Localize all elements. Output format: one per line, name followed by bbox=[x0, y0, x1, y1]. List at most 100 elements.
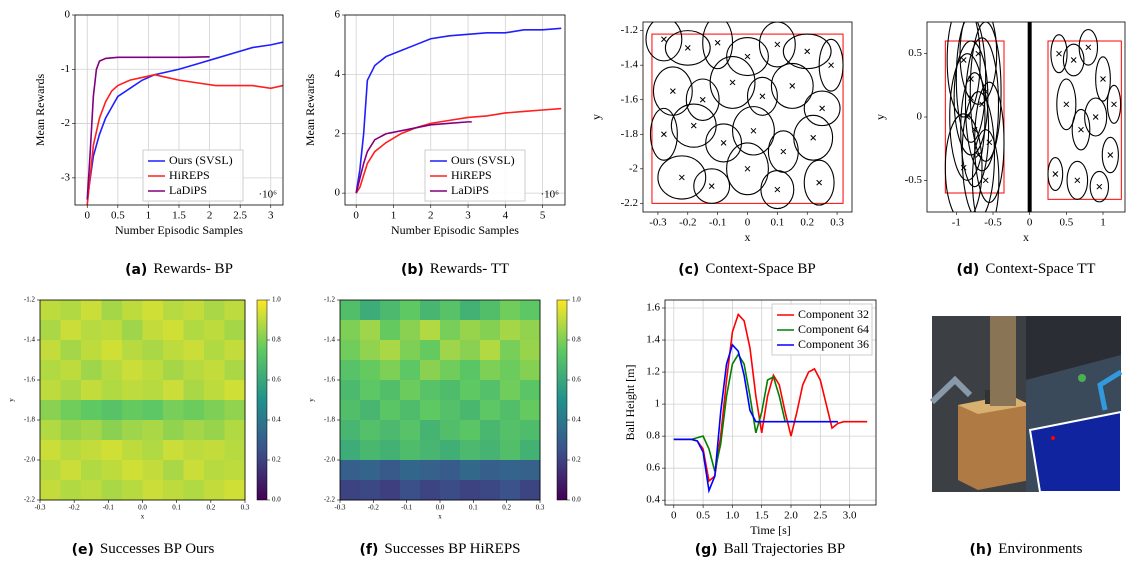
colorbar-tick-label: 1.0 bbox=[572, 296, 581, 304]
heat-cell bbox=[480, 340, 501, 361]
heat-cell bbox=[183, 400, 205, 421]
legend-label: HiREPS bbox=[451, 168, 492, 182]
heat-cell bbox=[40, 300, 61, 321]
ellipse bbox=[793, 114, 834, 161]
heat-cell bbox=[101, 380, 123, 401]
heat-cell bbox=[101, 440, 123, 461]
ellipse bbox=[664, 30, 711, 66]
x-tick-label: -0.1 bbox=[401, 504, 413, 512]
heat-cell bbox=[340, 460, 361, 481]
heat-cell bbox=[60, 460, 82, 481]
heat-cell bbox=[380, 340, 401, 361]
heat-cell bbox=[224, 360, 246, 381]
caption-label: (g) bbox=[695, 542, 718, 558]
y-axis-label: y bbox=[8, 398, 16, 402]
heat-cell bbox=[204, 380, 225, 401]
heat-cell bbox=[60, 320, 82, 341]
point-marker bbox=[1085, 44, 1092, 51]
point-marker bbox=[1078, 126, 1084, 133]
y-tick-label: -1.8 bbox=[621, 128, 639, 140]
heat-cell bbox=[420, 360, 441, 381]
point-marker bbox=[744, 165, 751, 172]
heat-cell bbox=[440, 380, 461, 401]
y-tick-label: -2.2 bbox=[324, 496, 336, 504]
x-tick-label: 0 bbox=[671, 510, 677, 522]
heat-cell bbox=[224, 320, 246, 341]
point-marker bbox=[975, 152, 982, 158]
y-tick-label: -2.2 bbox=[621, 197, 638, 209]
heat-cell bbox=[204, 440, 225, 461]
x-tick-label: 1.5 bbox=[172, 210, 186, 222]
heat-cell bbox=[480, 300, 501, 321]
heat-cell bbox=[440, 360, 461, 381]
heat-cell bbox=[340, 340, 361, 361]
y-tick-label: 0 bbox=[917, 111, 923, 123]
point-marker bbox=[810, 134, 817, 141]
ball bbox=[1051, 436, 1055, 440]
y-tick-label: 0.8 bbox=[646, 430, 660, 442]
series-line bbox=[86, 73, 283, 205]
heat-cell bbox=[163, 400, 184, 421]
caption: (e) Successes BP Ours bbox=[72, 541, 215, 558]
heat-cell bbox=[420, 320, 441, 341]
heat-cell bbox=[360, 400, 381, 421]
colorbar-tick-label: 0.0 bbox=[272, 496, 281, 504]
y-tick-label: -1.2 bbox=[324, 296, 336, 304]
x-tick-label: 1 bbox=[1100, 217, 1106, 229]
plot-frame bbox=[339, 299, 541, 501]
heat-cell bbox=[520, 300, 541, 321]
heat-cell bbox=[400, 480, 421, 501]
point-marker bbox=[1074, 177, 1081, 184]
heat-cell bbox=[420, 460, 441, 481]
heat-cell bbox=[520, 360, 541, 381]
heat-cell bbox=[183, 380, 205, 401]
caption-label: (c) bbox=[678, 262, 699, 278]
heat-cell bbox=[101, 300, 123, 321]
heat-cell bbox=[224, 440, 246, 461]
point-marker bbox=[708, 183, 715, 189]
heat-cell bbox=[40, 440, 61, 461]
heat-cell bbox=[400, 380, 421, 401]
heat-cell bbox=[183, 420, 205, 441]
series-line bbox=[355, 121, 472, 194]
colorbar bbox=[556, 299, 568, 501]
heat-cell bbox=[440, 480, 461, 501]
heat-cell bbox=[163, 440, 184, 461]
point-marker bbox=[828, 62, 834, 69]
table bbox=[1028, 410, 1122, 493]
x-tick-label: 3 bbox=[268, 210, 274, 222]
x-tick-label: 0.2 bbox=[206, 504, 215, 512]
heat-cell bbox=[460, 400, 481, 421]
heat-cell bbox=[480, 380, 501, 401]
heat-cell bbox=[122, 420, 143, 441]
panel: (e) Successes BP Ours 0.0 0.2 0.4 0.6 0.8 1.0 -0… bbox=[8, 296, 282, 558]
heat-cell bbox=[60, 360, 82, 381]
heat-cell bbox=[360, 420, 381, 441]
heat-cell bbox=[40, 380, 61, 401]
heat-cell bbox=[81, 400, 102, 421]
heat-cell bbox=[460, 480, 481, 501]
heat-cell bbox=[163, 300, 184, 321]
heat-cell bbox=[122, 400, 143, 421]
point-marker bbox=[720, 140, 727, 146]
heat-cell bbox=[480, 320, 501, 341]
heat-cell bbox=[40, 340, 61, 361]
heat-cell bbox=[480, 440, 501, 461]
heat-cell bbox=[183, 360, 205, 381]
heat-cell bbox=[440, 420, 461, 441]
point-marker bbox=[819, 105, 825, 112]
heat-cell bbox=[163, 460, 184, 481]
y-tick-label: -1.4 bbox=[324, 336, 336, 344]
caption-text: Rewards- TT bbox=[430, 261, 509, 277]
x-tick-label: -0.1 bbox=[709, 217, 726, 229]
plot-frame bbox=[344, 14, 566, 206]
point-marker bbox=[1111, 101, 1117, 108]
ellipse bbox=[1101, 136, 1119, 174]
plot-frame bbox=[926, 21, 1126, 213]
plot-frame bbox=[664, 299, 877, 506]
point-marker bbox=[678, 174, 685, 181]
y-tick-label: 0 bbox=[335, 187, 341, 199]
y-tick-label: 1.4 bbox=[646, 334, 660, 346]
